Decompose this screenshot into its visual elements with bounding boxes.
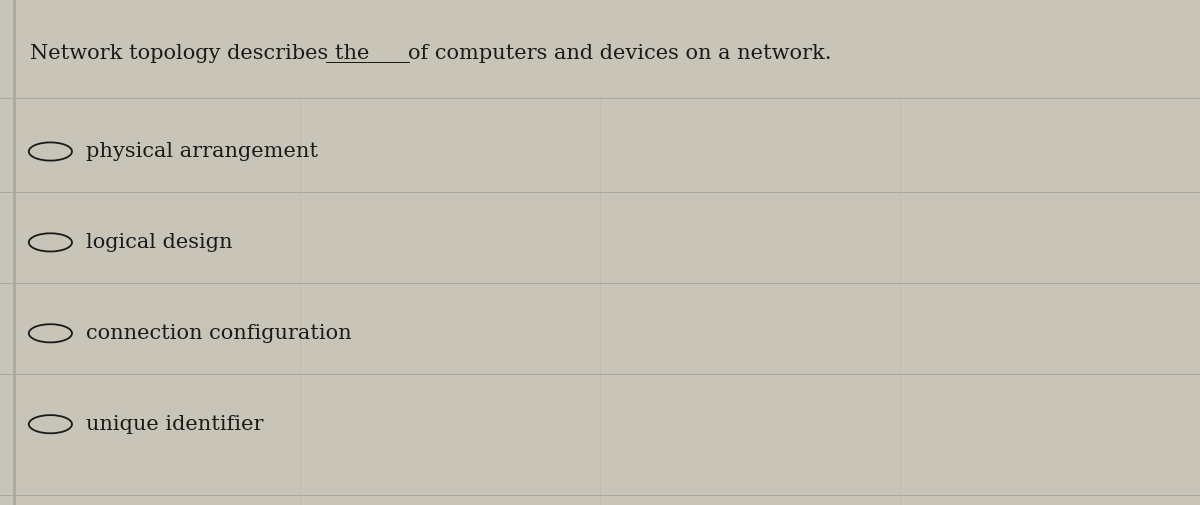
Text: connection configuration: connection configuration — [86, 324, 352, 343]
Text: ________: ________ — [326, 43, 424, 63]
Text: of computers and devices on a network.: of computers and devices on a network. — [408, 43, 832, 63]
Text: Network topology describes the: Network topology describes the — [30, 43, 383, 63]
Text: physical arrangement: physical arrangement — [86, 142, 318, 161]
Text: logical design: logical design — [86, 233, 233, 252]
Text: unique identifier: unique identifier — [86, 415, 264, 434]
